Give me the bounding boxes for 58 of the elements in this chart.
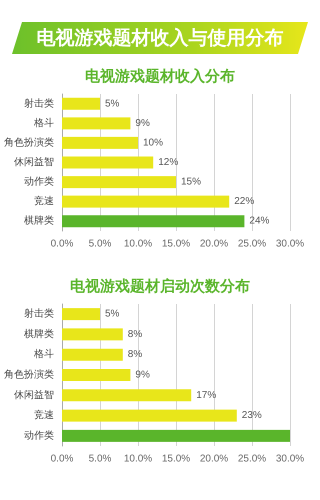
data-label: 5% (105, 98, 120, 110)
y-tick-label: 动作类 (24, 429, 54, 442)
bar (62, 196, 230, 208)
y-tick-label: 竞速 (34, 195, 54, 208)
x-tick-label: 10.0% (124, 454, 152, 464)
y-tick-label: 休闲益智 (14, 388, 54, 401)
x-tick-label: 30.0% (276, 238, 304, 250)
data-label: 24% (249, 216, 270, 227)
x-tick-label: 15.0% (162, 454, 190, 464)
y-tick-label: 射击类 (24, 308, 54, 320)
x-tick-label: 20.0% (200, 454, 228, 464)
x-tick-label: 20.0% (200, 238, 228, 250)
y-tick-label: 棋牌类 (24, 214, 54, 227)
y-tick-label: 射击类 (24, 97, 54, 110)
x-tick-label: 5.0% (88, 454, 112, 464)
data-label: 10% (143, 137, 164, 148)
x-tick-label: 30.0% (276, 454, 304, 464)
x-tick-label: 0.0% (50, 238, 74, 250)
data-label: 9% (135, 118, 150, 129)
chart-title: 电视游戏题材启动次数分布 (70, 277, 250, 295)
x-tick-label: 0.0% (50, 454, 74, 464)
chart-title: 电视游戏题材收入与使用分布 (12, 22, 308, 54)
y-tick-label: 动作类 (24, 176, 54, 188)
y-tick-label: 格斗 (33, 348, 54, 360)
x-tick-label: 10.0% (124, 238, 152, 250)
data-label: 23% (242, 410, 262, 422)
bar (62, 156, 154, 168)
bar (62, 176, 176, 188)
data-label: 5% (105, 308, 120, 320)
bar (62, 308, 100, 320)
y-tick-label: 角色扮演类 (4, 136, 54, 148)
bar (62, 430, 290, 442)
bar (62, 117, 130, 130)
x-tick-label: 25.0% (238, 454, 266, 464)
y-tick-label: 格斗 (33, 116, 54, 129)
x-tick-label: 25.0% (238, 238, 266, 250)
bar (62, 389, 192, 402)
y-tick-label: 竞速 (34, 409, 54, 422)
bar (62, 348, 123, 361)
data-label: 15% (181, 176, 202, 188)
y-tick-label: 棋牌类 (24, 328, 54, 340)
x-tick-label: 5.0% (88, 238, 112, 250)
bar (62, 369, 130, 381)
data-label: 8% (128, 349, 142, 360)
chart-subtitle: 电视游戏题材收入分布 (85, 68, 235, 85)
bar (62, 410, 237, 422)
data-label: 22% (234, 196, 254, 208)
y-tick-label: 休闲益智 (14, 156, 54, 168)
x-tick-label: 15.0% (162, 238, 190, 250)
bar (62, 328, 123, 340)
data-label: 9% (135, 370, 150, 380)
y-tick-label: 角色扮演类 (4, 368, 54, 380)
data-label: 17% (196, 390, 216, 401)
bar (62, 215, 244, 228)
bar (62, 136, 138, 149)
data-label: 12% (158, 157, 178, 168)
bar (62, 98, 100, 110)
data-label: 8% (128, 328, 142, 340)
